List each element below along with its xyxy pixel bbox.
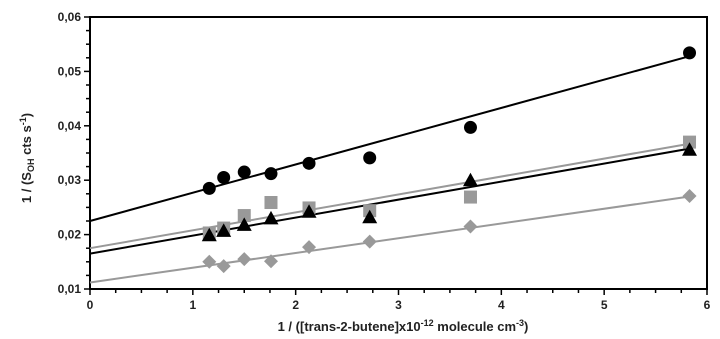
y-tick-label: 0,03 <box>58 173 82 187</box>
fit-lines <box>89 55 690 284</box>
y-tick-label: 0,06 <box>58 10 82 24</box>
x-tick-label: 3 <box>395 298 402 312</box>
x-axis-label: 1 / ([trans-2-butene]x10-12 molecule cm-… <box>278 318 529 334</box>
y-tick-label: 0,04 <box>58 119 82 133</box>
circle-point <box>363 151 377 165</box>
fit-line-diamond <box>89 195 690 284</box>
triangle-point <box>236 217 252 231</box>
diamond-point <box>362 234 377 249</box>
diamond-point <box>216 259 231 274</box>
circle-point <box>202 181 216 195</box>
square-point <box>463 190 477 204</box>
square-point <box>264 196 278 210</box>
x-tick-label: 2 <box>292 298 299 312</box>
triangle-point <box>201 227 217 242</box>
circle-point <box>683 46 697 60</box>
fit-line-square <box>89 142 690 250</box>
circle-point <box>237 165 251 179</box>
triangle-point <box>462 172 478 187</box>
x-tick-label: 0 <box>87 298 94 312</box>
circle-point <box>217 170 231 184</box>
axes <box>84 16 708 295</box>
fit-line-circle <box>89 55 690 222</box>
circle-point <box>463 120 477 134</box>
x-tick-label: 6 <box>704 298 711 312</box>
diamond-point <box>263 254 278 269</box>
y-tick-label: 0,02 <box>58 228 82 242</box>
triangle-point <box>263 210 279 225</box>
diamond-point <box>682 188 697 203</box>
diamond-point <box>237 252 252 267</box>
diamond-point <box>463 219 478 234</box>
square-point <box>237 209 251 223</box>
plot-frame <box>89 16 708 290</box>
triangle-point <box>362 209 378 224</box>
circle-point <box>302 156 316 170</box>
tick-labels: 0,01 0,02 0,03 0,04 0,05 0,06 0 1 2 3 4 5 6 <box>58 10 711 312</box>
x-tick-label: 1 <box>189 298 196 312</box>
y-axis-label: 1 / (SOH cts s-1) <box>18 113 36 203</box>
diamond-point <box>302 240 317 255</box>
square-point <box>683 135 697 149</box>
y-tick-label: 0,01 <box>58 282 82 296</box>
triangle-point <box>216 223 232 237</box>
circle-point <box>264 167 278 181</box>
triangle-point <box>682 142 698 156</box>
fit-line-triangle <box>89 147 690 255</box>
x-tick-label: 4 <box>498 298 505 312</box>
x-tick-label: 5 <box>601 298 608 312</box>
y-tick-label: 0,05 <box>58 64 82 78</box>
diamond-point <box>202 254 217 269</box>
markers <box>201 46 698 274</box>
triangle-point <box>301 204 317 218</box>
